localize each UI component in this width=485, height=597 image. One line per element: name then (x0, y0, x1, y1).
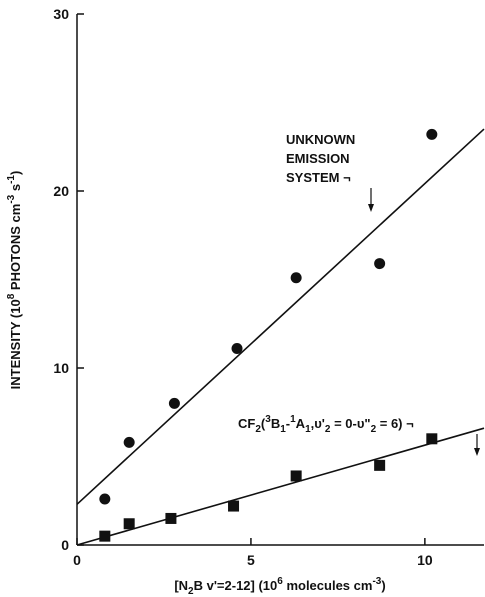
xlabel-close: ) (381, 578, 385, 593)
xlabel-pre: [N (174, 578, 188, 593)
circle-point-1 (123, 436, 135, 448)
cf2-sub5: 2 (371, 424, 377, 435)
fit-lines (76, 128, 485, 546)
fit-line-0 (76, 128, 485, 505)
xlabel-sub: 2 (188, 586, 194, 597)
cf2-rest2: = 0-υ" (330, 416, 370, 431)
cf2-sup2: 1 (290, 414, 296, 425)
xlabel-sup: 6 (277, 576, 283, 587)
cf2-sub2: 1 (280, 424, 286, 435)
circle-point-6 (426, 128, 438, 140)
y-axis-title: INTENSITY (108 PHOTONS cm-3 s-1) (6, 171, 23, 390)
ylabel-pre: INTENSITY (10 (8, 299, 23, 389)
ylabel-mid: PHOTONS cm (8, 204, 23, 294)
square-point-3 (228, 500, 240, 512)
annotation-pointer-mark: ¬ (343, 170, 351, 185)
x-tick-label-1: 5 (247, 552, 255, 568)
ylabel-close: ) (8, 171, 23, 175)
annotation-arrowhead-2 (474, 448, 480, 456)
cf2-open: ( (261, 416, 266, 431)
square-point-1 (123, 518, 135, 530)
cf2-pre: CF (238, 416, 255, 431)
cf2-sup1: 3 (265, 414, 271, 425)
annotation-line-3: SYSTEM ¬ (286, 170, 351, 185)
square-point-2 (165, 512, 177, 524)
cf2-sub3: 1 (305, 424, 311, 435)
lower-series-annotation: CF2(3B1-1A1,υ'2 = 0-υ"2 = 6) ¬ (238, 414, 480, 456)
x-tick-label-2: 10 (417, 552, 433, 568)
x-tick-label-0: 0 (73, 552, 81, 568)
circle-point-0 (99, 493, 111, 505)
square-point-6 (426, 433, 438, 445)
xlabel-mid: B v'=2-12] (10 (194, 578, 278, 593)
cf2-sub4: 2 (325, 424, 331, 435)
annotation-line-3-text: SYSTEM (286, 170, 339, 185)
circle-point-5 (374, 258, 386, 270)
x-axis-title: [N2B v'=2-12] (106 molecules cm-3) (174, 576, 385, 597)
circle-point-2 (168, 397, 180, 409)
y-tick-label-2: 20 (53, 183, 69, 199)
annotation-line-1: UNKNOWN (286, 132, 355, 147)
cf2-annotation-text: CF2(3B1-1A1,υ'2 = 0-υ"2 = 6) ¬ (238, 414, 414, 435)
y-tick-label-1: 10 (53, 360, 69, 376)
circle-point-4 (290, 272, 302, 284)
cf2-sub1: 2 (255, 424, 261, 435)
cf2-rest1: ,υ' (311, 416, 325, 431)
circle-point-3 (231, 343, 243, 355)
cf2-dash: - (286, 416, 290, 431)
y-tick-label-0: 0 (61, 537, 69, 553)
data-marks (99, 128, 438, 542)
ylabel-mid2: s (8, 184, 23, 195)
square-point-0 (99, 530, 111, 542)
square-point-5 (374, 459, 386, 471)
fit-line-1 (76, 427, 485, 546)
cf2-b: B (271, 416, 280, 431)
xlabel-sup2: -3 (372, 576, 381, 587)
annotation-arrowhead-1 (368, 204, 374, 212)
square-point-4 (290, 470, 302, 482)
upper-series-annotation: UNKNOWN EMISSION SYSTEM ¬ (286, 132, 374, 212)
cf2-a: A (296, 416, 306, 431)
tick-group: 0 5 10 0 10 20 30 (53, 6, 432, 568)
ylabel-sup: 8 (6, 293, 17, 299)
ylabel-sup3: -1 (6, 175, 17, 184)
y-tick-label-3: 30 (53, 6, 69, 22)
ylabel-sup2: -3 (6, 194, 17, 203)
cf2-rest3: = 6) ¬ (376, 416, 414, 431)
annotation-line-2: EMISSION (286, 151, 350, 166)
xlabel-post: molecules cm (283, 578, 373, 593)
